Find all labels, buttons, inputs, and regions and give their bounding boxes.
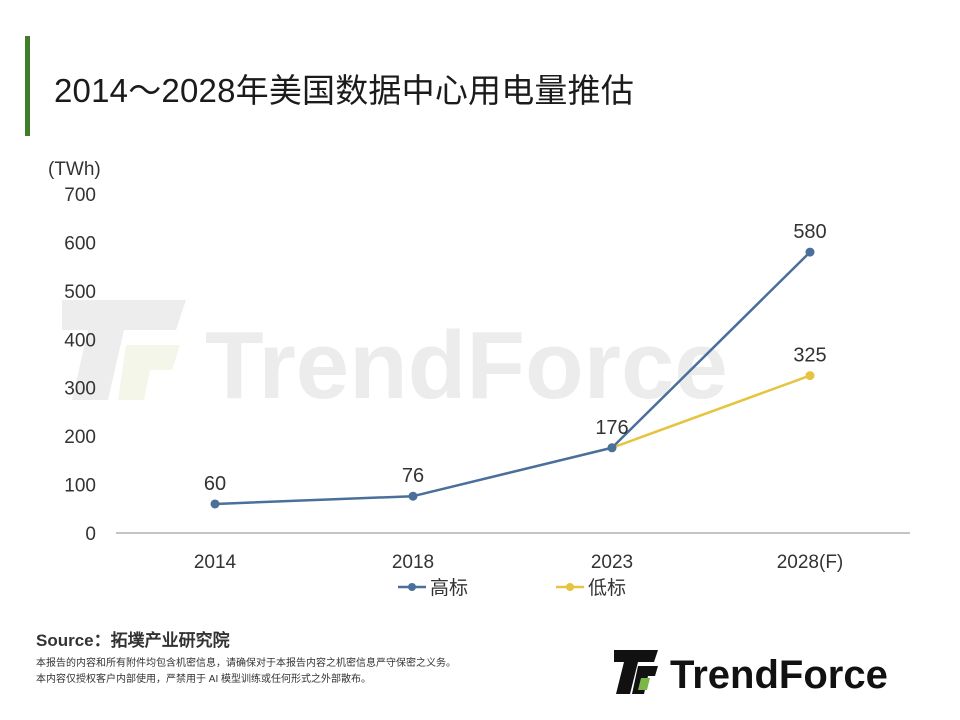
x-tick-label: 2014	[194, 552, 237, 573]
source-note: Source：拓墣产业研究院	[36, 631, 230, 650]
legend: 高标 低标	[398, 577, 626, 599]
x-tick-label: 2023	[591, 552, 633, 573]
data-label: 176	[595, 417, 628, 439]
y-tick-label: 300	[64, 379, 96, 400]
y-tick-label: 700	[64, 185, 96, 206]
data-label: 580	[793, 221, 826, 243]
disclaimer-line-1: 本报告的内容和所有附件均包含机密信息，请确保对于本报告内容之机密信息严守保密之义…	[36, 658, 456, 669]
watermark-logo-mark-accent	[118, 345, 180, 400]
data-point	[607, 443, 617, 453]
data-point	[210, 499, 220, 509]
series-layer: 60 76 176 580 325	[204, 221, 827, 509]
y-tick-label: 600	[64, 233, 96, 254]
x-tick-label: 2028(F)	[777, 552, 844, 573]
legend-label: 高标	[430, 577, 468, 599]
y-tick-label: 400	[64, 330, 96, 351]
data-label: 325	[793, 345, 826, 367]
trendforce-logo: TrendForce	[614, 650, 888, 697]
data-point	[805, 247, 815, 257]
series-line-high	[214, 251, 811, 506]
y-axis-ticks: 0 100 200 300 400 500 600 700	[64, 185, 96, 545]
data-label: 76	[402, 465, 424, 487]
logo-mark-leaf	[638, 678, 650, 690]
logo-mark	[614, 650, 658, 694]
y-tick-label: 500	[64, 282, 96, 303]
watermark-logo-mark	[62, 300, 186, 400]
data-point	[408, 491, 418, 501]
page-title: 2014～2028年美国数据中心用电量推估	[54, 72, 635, 109]
x-axis-ticks: 2014 2018 2023 2028(F)	[194, 552, 843, 573]
disclaimer: 本报告的内容和所有附件均包含机密信息，请确保对于本报告内容之机密信息严守保密之义…	[36, 656, 456, 688]
y-axis-unit-label: (TWh)	[48, 159, 101, 180]
data-label: 60	[204, 473, 226, 495]
legend-swatch-marker	[408, 583, 416, 591]
legend-swatch-marker	[566, 583, 574, 591]
logo-text: TrendForce	[670, 653, 888, 697]
x-tick-label: 2018	[392, 552, 434, 573]
disclaimer-line-2: 本内容仅授权客户内部使用，严禁用于 AI 模型训练或任何形式之外部散布。	[36, 674, 372, 685]
line-chart: TrendForce (TWh) 0100200300400500600700 …	[48, 159, 910, 599]
legend-label: 低标	[588, 577, 626, 599]
y-tick-label: 100	[64, 476, 96, 497]
y-tick-label: 200	[64, 427, 96, 448]
watermark: TrendForce	[62, 300, 728, 419]
y-tick-label: 0	[85, 524, 96, 545]
data-point	[805, 371, 815, 381]
series-line-low	[611, 374, 811, 449]
watermark-text: TrendForce	[205, 312, 728, 419]
title-accent-bar	[25, 36, 30, 136]
